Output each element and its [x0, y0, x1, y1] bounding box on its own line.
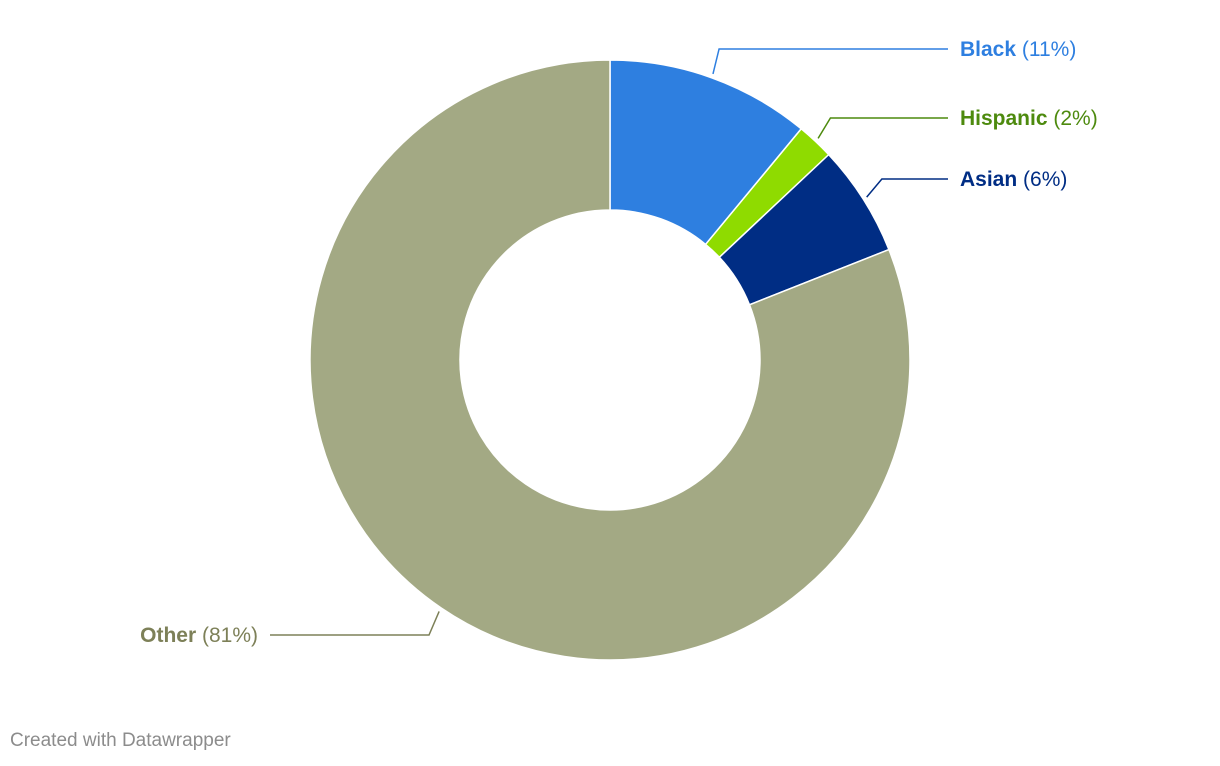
- label-value-hispanic: (2%): [1048, 107, 1098, 130]
- label-value-black: (11%): [1016, 38, 1076, 61]
- label-value-other: (81%): [196, 624, 258, 647]
- slice-labels: Black (11%) Hispanic (2%) Asian (6%) Other …: [140, 38, 1098, 647]
- slice-other[interactable]: [309, 59, 911, 661]
- label-name-other: Other: [140, 624, 196, 647]
- leader-line-hispanic: [817, 117, 948, 139]
- label-hispanic: Hispanic (2%): [960, 107, 1098, 130]
- leader-line-other: [270, 611, 440, 636]
- credit-footer[interactable]: Created with Datawrapper: [10, 730, 231, 751]
- label-leader-lines: [270, 48, 948, 636]
- label-asian: Asian (6%): [960, 168, 1067, 191]
- leader-line-asian: [866, 178, 948, 198]
- donut-slices: [309, 59, 911, 661]
- leader-line-black: [712, 48, 948, 75]
- label-other: Other (81%): [140, 624, 258, 647]
- label-value-asian: (6%): [1017, 168, 1067, 191]
- label-name-asian: Asian: [960, 168, 1017, 191]
- label-name-hispanic: Hispanic: [960, 107, 1048, 130]
- label-name-black: Black: [960, 38, 1016, 61]
- label-black: Black (11%): [960, 38, 1076, 61]
